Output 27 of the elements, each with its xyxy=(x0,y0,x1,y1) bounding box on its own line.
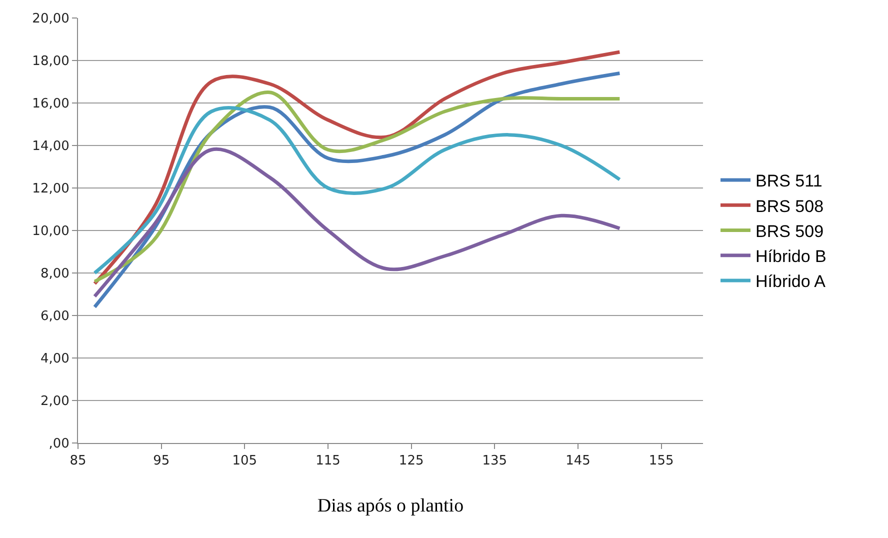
y-tick-label: 16,00 xyxy=(32,96,70,112)
x-tick-label: 95 xyxy=(153,454,170,469)
line-series xyxy=(92,148,622,298)
y-tick-label: 20,00 xyxy=(32,12,70,27)
x-tick-label: 135 xyxy=(482,454,508,469)
x-tick-label: 105 xyxy=(232,454,258,469)
y-tick-label: 14,00 xyxy=(32,139,70,154)
x-tick-label: 145 xyxy=(566,454,590,469)
x-tick-label: 155 xyxy=(648,454,674,469)
legend-label: Híbrido B xyxy=(756,246,826,266)
line-series xyxy=(92,50,622,286)
legend-label: BRS 509 xyxy=(756,222,824,241)
y-tick-label: 12,00 xyxy=(32,182,70,197)
x-axis-title: Dias após o plantio xyxy=(317,495,464,516)
x-tick-label: 85 xyxy=(70,454,86,469)
legend-label: BRS 508 xyxy=(756,196,824,216)
y-tick-label: ,00 xyxy=(48,436,70,452)
y-tick-label: 8,00 xyxy=(40,266,70,282)
x-tick-label: 125 xyxy=(398,454,424,469)
legend-label: Híbrido A xyxy=(756,272,826,292)
y-tick-label: 10,00 xyxy=(32,224,70,240)
y-tick-label: 6,00 xyxy=(40,309,70,324)
y-tick-label: 4,00 xyxy=(40,352,70,367)
x-tick-label: 115 xyxy=(316,454,340,469)
y-tick-label: 2,00 xyxy=(40,394,70,410)
legend-label: BRS 511 xyxy=(756,172,822,191)
y-tick-label: 18,00 xyxy=(32,54,70,70)
